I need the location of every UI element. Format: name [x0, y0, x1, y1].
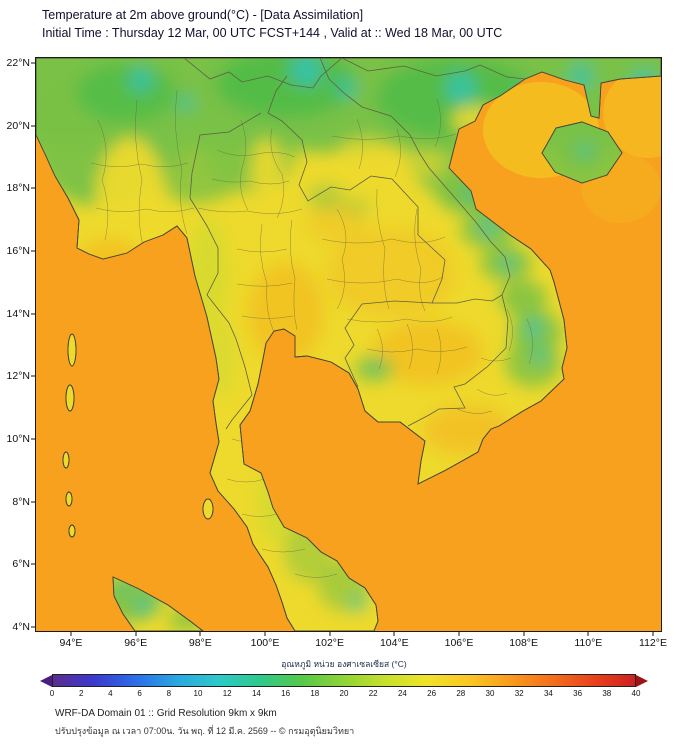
lon-tickmark [458, 632, 460, 636]
colorbar-tick-label: 8 [166, 689, 172, 698]
footer: WRF-DA Domain 01 :: Grid Resolution 9km … [55, 708, 354, 738]
lon-tickmark [264, 632, 266, 636]
lon-tickmark [135, 632, 137, 636]
header: Temperature at 2m above ground(°C) - [Da… [42, 6, 502, 42]
colorbar-tick-label: 28 [456, 689, 466, 698]
colorbar-tick-label: 20 [339, 689, 349, 698]
lat-tick-label: 22°N [6, 57, 30, 69]
lon-tick-label: 112°E [639, 637, 667, 649]
lon-tick-label: 108°E [509, 637, 539, 649]
colorbar-tick-label: 22 [368, 689, 378, 698]
lon-tickmark [70, 632, 72, 636]
lat-tickmark [31, 375, 35, 377]
lat-tick-label: 4°N [12, 621, 30, 633]
colorbar-right-arrow [636, 674, 648, 687]
lon-tick-label: 102°E [315, 637, 345, 649]
lon-tick-label: 104°E [379, 637, 409, 649]
lon-tickmark [587, 632, 589, 636]
colorbar-ticks: 0 2 4 6 8 10 12 14 16 18 20 22 24 26 28 30 32 34 36 38 40 [49, 687, 641, 701]
lat-tickmark [31, 626, 35, 628]
colorbar-tick-label: 26 [427, 689, 437, 698]
lon-axis: 94°E 96°E 98°E 100°E 102°E 104°E 106°E 108°E 110… [60, 631, 667, 653]
lon-tick-label: 94°E [59, 637, 83, 649]
lat-tick-label: 12°N [6, 370, 30, 383]
lat-tickmark [31, 501, 35, 503]
colorbar: อุณหภูมิ หน่วย องศาเซลเซียส (°C) 0 2 4 6 8 10… [40, 657, 648, 701]
lat-tick-label: 18°N [6, 182, 30, 195]
colorbar-tick-label: 38 [602, 689, 612, 698]
lat-tickmark [31, 438, 35, 440]
colorbar-tick-label: 24 [397, 689, 407, 698]
lon-tickmark [393, 632, 395, 636]
colorbar-row [40, 674, 648, 687]
lat-tick-label: 10°N [6, 433, 30, 445]
lat-axis: 22°N 20°N 18°N 16°N 14°N 12°N 10°N 8°N 6°N 4°N [0, 57, 35, 633]
lat-tick-label: 14°N [6, 307, 30, 320]
lat-tick-label: 16°N [6, 245, 30, 257]
lon-tickmark [652, 632, 654, 636]
lat-tickmark [31, 187, 35, 189]
colorbar-tick-label: 16 [281, 689, 291, 698]
colorbar-tick-label: 32 [514, 689, 524, 698]
colorbar-tick-label: 40 [631, 689, 641, 698]
temperature-field-map [36, 58, 661, 631]
lon-tick-label: 106°E [444, 637, 474, 649]
lon-tick-label: 100°E [250, 637, 280, 649]
colorbar-tick-label: 0 [49, 689, 55, 698]
page-title: Temperature at 2m above ground(°C) - [Da… [42, 8, 364, 22]
colorbar-tick-label: 30 [485, 689, 495, 698]
colorbar-left-arrow [40, 674, 52, 687]
colorbar-tick-label: 6 [137, 689, 142, 698]
footer-update-info: ปรับปรุงข้อมูล ณ เวลา 07:00น. วัน พฤ. ที… [55, 726, 355, 736]
lon-tick-label: 96°E [124, 637, 148, 649]
lat-tickmark [31, 313, 35, 315]
lon-tick-label: 98°E [188, 637, 212, 649]
colorbar-tick-label: 14 [251, 689, 261, 698]
lat-tickmark [31, 62, 35, 64]
lon-tick-label: 110°E [574, 637, 603, 649]
lat-tickmark [31, 125, 35, 127]
colorbar-tick-label: 12 [222, 689, 232, 698]
country-borders [183, 58, 526, 430]
lat-tickmark [31, 563, 35, 565]
lon-tickmark [199, 632, 201, 636]
colorbar-tick-label: 10 [193, 689, 203, 698]
colorbar-label: อุณหภูมิ หน่วย องศาเซลเซียส (°C) [281, 659, 407, 669]
colorbar-tick-label: 2 [78, 689, 84, 698]
lat-tick-label: 20°N [6, 119, 30, 132]
colorbar-tick-label: 36 [573, 689, 583, 698]
page-subtitle: Initial Time : Thursday 12 Mar, 00 UTC F… [42, 26, 503, 40]
lat-tick-label: 8°N [12, 495, 30, 508]
map-plot-area: 22°N 20°N 18°N 16°N 14°N 12°N 10°N 8°N 6°N 4°N 94… [7, 57, 667, 649]
footer-domain-info: WRF-DA Domain 01 :: Grid Resolution 9km … [55, 708, 277, 719]
lat-tick-label: 6°N [12, 558, 30, 571]
colorbar-tick-label: 4 [108, 689, 113, 698]
lon-tickmark [523, 632, 525, 636]
lat-tickmark [31, 250, 35, 252]
colorbar-gradient [52, 674, 636, 687]
colorbar-tick-label: 18 [310, 689, 320, 698]
colorbar-tick-label: 34 [543, 689, 553, 698]
lon-tickmark [329, 632, 331, 636]
